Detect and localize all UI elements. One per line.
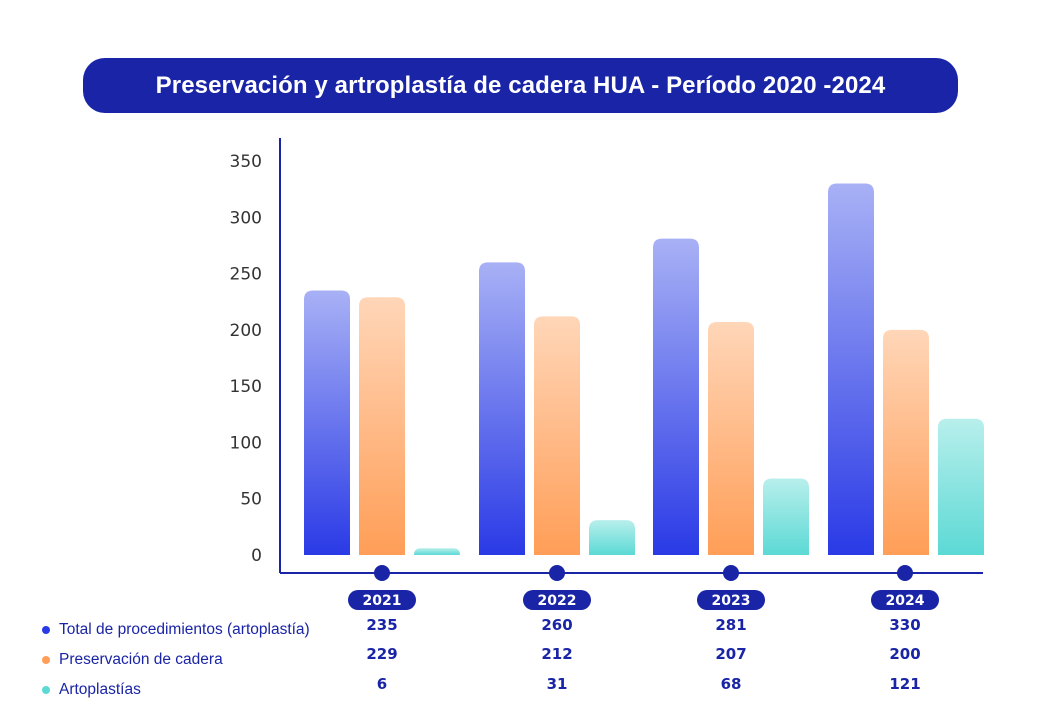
y-axis-ticks: 0 50 100 150 200 250 300 350 bbox=[230, 152, 262, 566]
bar bbox=[414, 548, 460, 555]
data-label: 212 bbox=[541, 645, 572, 663]
y-tick-label: 350 bbox=[230, 152, 262, 172]
legend-label: Total de procedimientos (artoplastía) bbox=[59, 621, 310, 638]
year-pill bbox=[348, 590, 416, 610]
data-label: 31 bbox=[547, 675, 568, 693]
bar bbox=[883, 329, 929, 555]
x-tick-label: 2021 bbox=[363, 593, 402, 609]
chart-title: Preservación y artroplastía de cadera HU… bbox=[83, 58, 958, 113]
x-tick-dot-icon bbox=[897, 565, 913, 581]
value-table: 235 229 6 260 212 31 281 207 68 330 200 121 bbox=[366, 616, 920, 693]
data-label: 235 bbox=[366, 616, 397, 634]
x-axis-categories: 2021 2022 2023 2024 bbox=[348, 565, 939, 610]
legend-label: Artoplastías bbox=[59, 681, 141, 698]
year-pill bbox=[871, 590, 939, 610]
bar bbox=[479, 262, 525, 555]
bar bbox=[763, 478, 809, 555]
x-tick-dot-icon bbox=[549, 565, 565, 581]
bar bbox=[708, 321, 754, 555]
bars bbox=[304, 183, 984, 555]
y-tick-label: 150 bbox=[230, 377, 262, 397]
data-label: 281 bbox=[715, 616, 746, 634]
data-label: 6 bbox=[377, 675, 387, 693]
bar bbox=[304, 290, 350, 555]
x-tick-label: 2023 bbox=[712, 593, 751, 609]
data-label: 121 bbox=[889, 675, 920, 693]
legend-dot-icon bbox=[42, 686, 50, 694]
legend-dot-icon bbox=[42, 656, 50, 664]
y-tick-label: 200 bbox=[230, 321, 262, 341]
bar bbox=[828, 183, 874, 555]
bar bbox=[359, 297, 405, 555]
y-tick-label: 300 bbox=[230, 208, 262, 228]
data-label: 68 bbox=[721, 675, 742, 693]
x-tick-label: 2022 bbox=[538, 593, 577, 609]
legend-item: Total de procedimientos (artoplastía) bbox=[42, 615, 310, 645]
bar bbox=[938, 418, 984, 555]
data-label: 260 bbox=[541, 616, 572, 634]
y-tick-label: 100 bbox=[230, 433, 262, 453]
bar bbox=[653, 238, 699, 555]
legend-label: Preservación de cadera bbox=[59, 651, 223, 668]
data-label: 229 bbox=[366, 645, 397, 663]
bar bbox=[589, 520, 635, 555]
y-tick-label: 250 bbox=[230, 265, 262, 285]
year-pill bbox=[523, 590, 591, 610]
x-tick-dot-icon bbox=[723, 565, 739, 581]
y-tick-label: 50 bbox=[240, 490, 262, 510]
bar bbox=[534, 316, 580, 555]
y-tick-label: 0 bbox=[251, 546, 262, 566]
legend: Total de procedimientos (artoplastía) Pr… bbox=[42, 615, 310, 705]
x-tick-label: 2024 bbox=[886, 593, 925, 609]
data-label: 207 bbox=[715, 645, 746, 663]
year-pill bbox=[697, 590, 765, 610]
legend-item: Preservación de cadera bbox=[42, 645, 310, 675]
legend-item: Artoplastías bbox=[42, 675, 310, 705]
data-label: 330 bbox=[889, 616, 920, 634]
legend-dot-icon bbox=[42, 626, 50, 634]
x-tick-dot-icon bbox=[374, 565, 390, 581]
data-label: 200 bbox=[889, 645, 920, 663]
